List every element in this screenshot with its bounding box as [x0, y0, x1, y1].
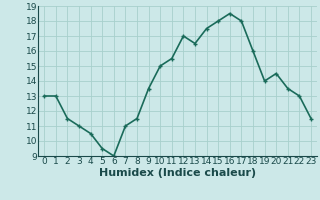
X-axis label: Humidex (Indice chaleur): Humidex (Indice chaleur) [99, 168, 256, 178]
